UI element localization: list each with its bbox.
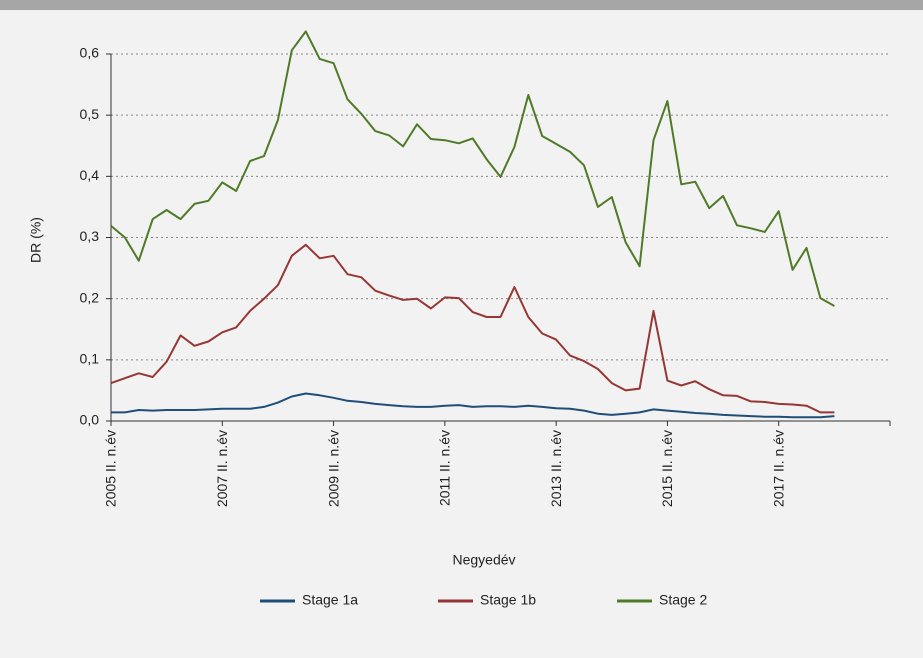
x-tick-label: 2013 II. n.év (548, 430, 564, 507)
series-line (110, 30, 835, 307)
x-tick-label: 2009 II. n.év (325, 430, 341, 507)
y-tick-label: 0,6 (80, 45, 100, 61)
y-tick-label: 0,3 (80, 228, 100, 244)
x-tick-label: 2017 II. n.év (770, 430, 786, 507)
y-axis-label: DR (%) (28, 217, 44, 263)
y-tick-label: 0,2 (80, 289, 100, 305)
y-tick-label: 0,0 (80, 412, 100, 428)
x-tick-label: 2011 II. n.év (437, 430, 453, 506)
x-tick-label: 2007 II. n.év (214, 430, 230, 507)
top-bar (0, 0, 923, 10)
legend-label: Stage 1b (480, 592, 536, 608)
y-tick-label: 0,1 (80, 351, 100, 367)
x-tick-label: 2005 II. n.év (103, 430, 119, 507)
x-tick-label: 2015 II. n.év (659, 430, 675, 507)
y-tick-label: 0,4 (80, 167, 100, 183)
series-line (110, 243, 835, 414)
legend-label: Stage 1a (302, 592, 358, 608)
series-line (111, 392, 835, 419)
legend-label: Stage 2 (659, 592, 707, 608)
x-axis-label: Negyedév (452, 552, 515, 568)
y-tick-label: 0,5 (80, 106, 100, 122)
